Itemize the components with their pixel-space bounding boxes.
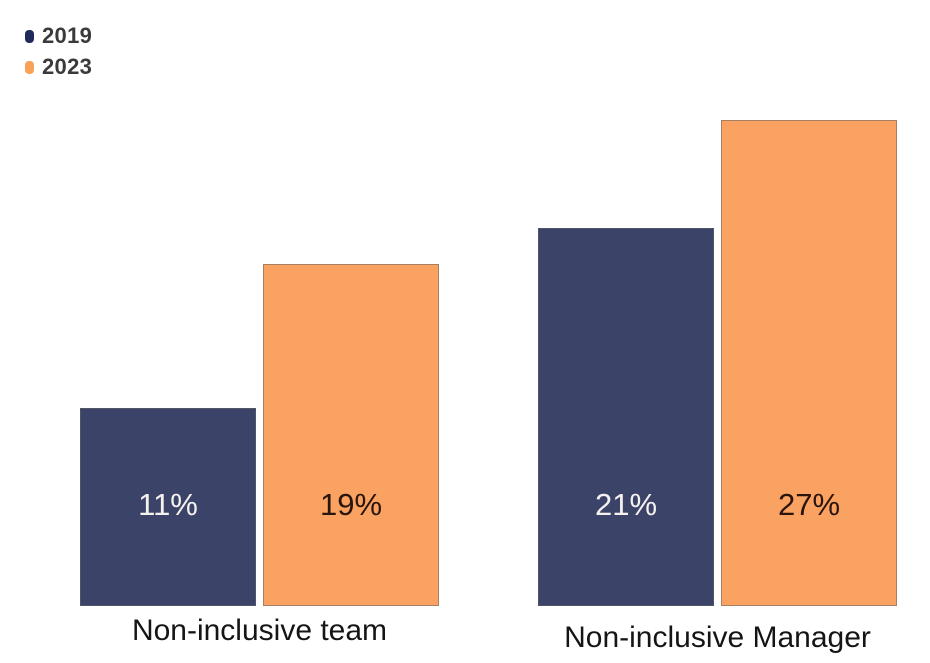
legend-item-2019: 2019 [25,25,92,47]
legend-label-2023: 2023 [42,54,93,79]
bar-group: 21% 27% [538,120,897,606]
bar-2023: 27% [721,120,897,606]
bar-2019: 11% [80,408,256,606]
legend-swatch-2019 [25,29,34,43]
bar-value-label: 19% [319,487,383,522]
bar-group: 11% 19% [80,264,439,606]
chart-legend: 2019 2023 [25,25,92,78]
legend-label-2019: 2019 [42,23,93,48]
category-label: Non-inclusive Manager [564,621,871,654]
bar-2019: 21% [538,228,714,606]
bar-2023: 19% [263,264,439,606]
bar-value-label: 11% [138,487,198,522]
bar-value-label: 21% [594,487,658,522]
bar-value-label: 27% [777,487,841,522]
legend-item-2023: 2023 [25,56,92,78]
category-label: Non-inclusive team [131,614,388,647]
legend-swatch-2023 [25,60,34,74]
